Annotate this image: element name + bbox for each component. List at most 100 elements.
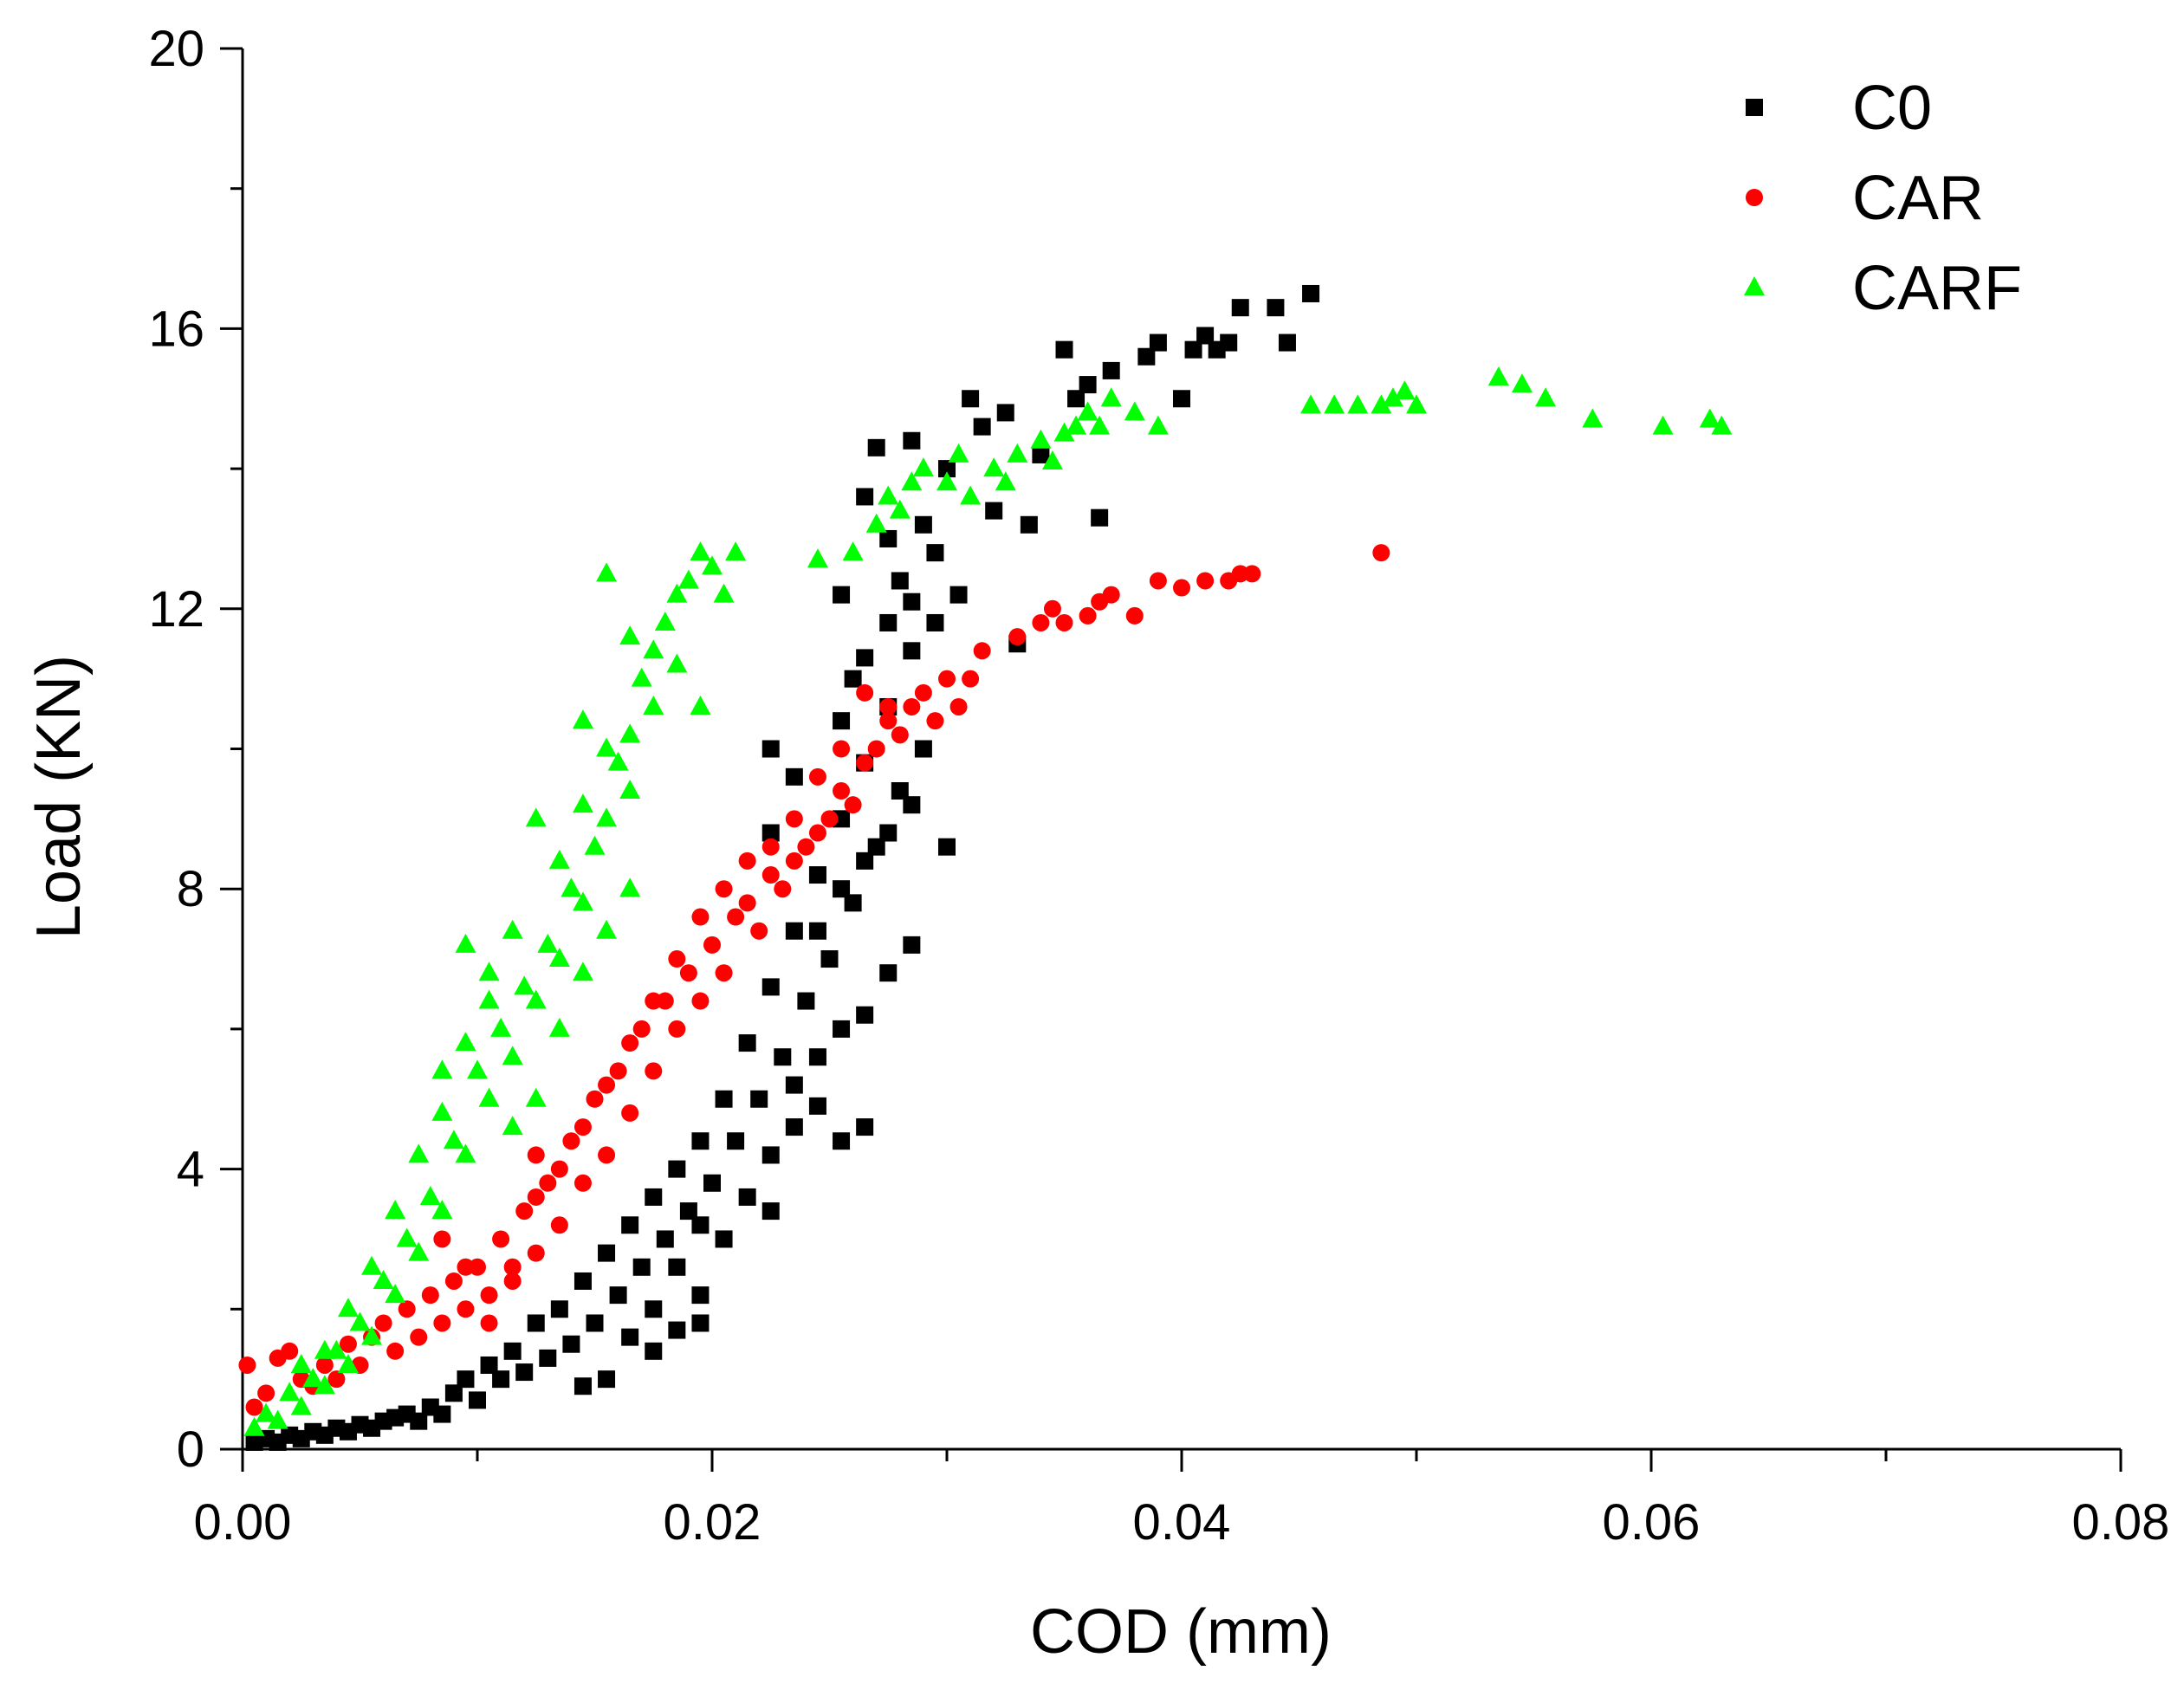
data-point-car bbox=[820, 810, 839, 828]
data-point-car bbox=[856, 683, 874, 702]
data-point-c0 bbox=[808, 1097, 826, 1115]
data-point-carf bbox=[548, 948, 570, 968]
data-point-c0 bbox=[926, 613, 944, 631]
data-point-c0 bbox=[938, 460, 956, 478]
data-point-c0 bbox=[539, 1349, 557, 1367]
data-point-carf bbox=[1582, 408, 1604, 428]
data-point-c0 bbox=[668, 1321, 686, 1339]
data-point-c0 bbox=[844, 670, 862, 688]
data-point-car bbox=[586, 1090, 604, 1108]
data-point-c0 bbox=[856, 1006, 874, 1024]
data-point-car bbox=[727, 908, 745, 926]
data-point-c0 bbox=[833, 1132, 851, 1150]
legend-item-carf: CARF bbox=[1744, 254, 2022, 323]
data-point-carf bbox=[596, 807, 618, 827]
data-point-car bbox=[891, 726, 909, 744]
y-tick-label: 4 bbox=[177, 1142, 204, 1198]
data-point-c0 bbox=[973, 418, 991, 436]
data-point-carf bbox=[607, 751, 629, 771]
data-point-car bbox=[457, 1300, 475, 1318]
data-point-c0 bbox=[761, 740, 780, 758]
data-point-car bbox=[1372, 544, 1390, 562]
data-point-c0 bbox=[550, 1300, 568, 1318]
legend-label-car: CAR bbox=[1852, 164, 1984, 233]
data-point-c0 bbox=[996, 404, 1014, 422]
data-point-car bbox=[785, 810, 803, 828]
data-point-car bbox=[527, 1146, 545, 1164]
data-point-carf bbox=[502, 919, 523, 939]
data-point-carf bbox=[631, 667, 652, 687]
data-point-car bbox=[1243, 565, 1261, 583]
data-point-c0 bbox=[856, 851, 874, 870]
data-point-c0 bbox=[645, 1300, 663, 1318]
data-point-c0 bbox=[715, 1090, 733, 1108]
x-tick-label: 0.06 bbox=[1603, 1494, 1701, 1551]
data-point-car bbox=[691, 992, 710, 1010]
data-point-carf bbox=[1077, 401, 1098, 421]
data-point-car bbox=[738, 894, 756, 912]
data-point-car bbox=[785, 851, 803, 870]
data-point-c0 bbox=[750, 1090, 768, 1108]
data-point-c0 bbox=[903, 642, 921, 660]
data-point-carf bbox=[419, 1185, 441, 1205]
data-point-car bbox=[1196, 572, 1215, 590]
data-point-c0 bbox=[1220, 333, 1238, 352]
data-point-c0 bbox=[492, 1370, 510, 1389]
data-point-car bbox=[632, 1020, 651, 1038]
data-point-car bbox=[574, 1174, 592, 1192]
data-point-c0 bbox=[833, 1020, 851, 1038]
data-point-car bbox=[1173, 579, 1190, 597]
data-point-carf bbox=[619, 625, 641, 645]
y-tick-label: 16 bbox=[148, 301, 204, 357]
data-point-car bbox=[598, 1076, 616, 1094]
data-point-carf bbox=[995, 471, 1016, 491]
data-point-car bbox=[973, 642, 991, 660]
data-point-carf bbox=[548, 1017, 570, 1037]
data-point-carf bbox=[385, 1284, 406, 1304]
data-point-c0 bbox=[469, 1391, 486, 1409]
y-tick-label: 8 bbox=[177, 861, 204, 917]
data-point-carf bbox=[290, 1395, 312, 1415]
data-point-carf bbox=[302, 1368, 324, 1388]
data-point-car bbox=[598, 1146, 616, 1164]
data-point-car bbox=[715, 880, 733, 898]
data-point-c0 bbox=[879, 529, 898, 547]
data-point-carf bbox=[431, 1059, 453, 1079]
data-point-c0 bbox=[1055, 340, 1073, 359]
data-point-carf bbox=[385, 1200, 406, 1220]
data-point-car bbox=[444, 1272, 463, 1290]
data-point-c0 bbox=[433, 1405, 451, 1423]
data-point-carf bbox=[572, 793, 593, 813]
data-point-carf bbox=[948, 443, 969, 463]
data-point-car bbox=[1055, 613, 1073, 631]
data-point-carf bbox=[1652, 415, 1674, 435]
data-point-carf bbox=[1124, 401, 1145, 421]
data-point-c0 bbox=[761, 1202, 780, 1221]
data-point-car bbox=[527, 1188, 545, 1206]
data-point-carf bbox=[478, 1087, 500, 1107]
legend-item-car: CAR bbox=[1746, 164, 1984, 233]
data-point-car bbox=[844, 796, 862, 814]
data-point-carf bbox=[960, 485, 982, 505]
x-tick-label: 0.00 bbox=[194, 1494, 292, 1551]
data-point-carf bbox=[889, 499, 911, 519]
data-point-car bbox=[938, 670, 956, 688]
x-tick-label: 0.08 bbox=[2072, 1494, 2170, 1551]
x-tick-label: 0.04 bbox=[1133, 1494, 1231, 1551]
data-point-carf bbox=[654, 611, 676, 631]
data-point-carf bbox=[1053, 422, 1075, 442]
data-point-car bbox=[315, 1356, 334, 1374]
data-point-carf bbox=[490, 1017, 512, 1037]
data-point-car bbox=[238, 1356, 256, 1374]
data-point-c0 bbox=[820, 950, 839, 968]
data-point-carf bbox=[514, 975, 535, 995]
data-point-c0 bbox=[808, 866, 826, 884]
data-point-carf bbox=[373, 1269, 394, 1289]
data-point-carf bbox=[1371, 394, 1392, 414]
data-point-c0 bbox=[727, 1132, 745, 1150]
data-point-carf bbox=[596, 737, 618, 757]
data-point-car bbox=[856, 754, 874, 772]
data-point-car bbox=[914, 683, 932, 702]
data-point-c0 bbox=[1149, 333, 1167, 352]
